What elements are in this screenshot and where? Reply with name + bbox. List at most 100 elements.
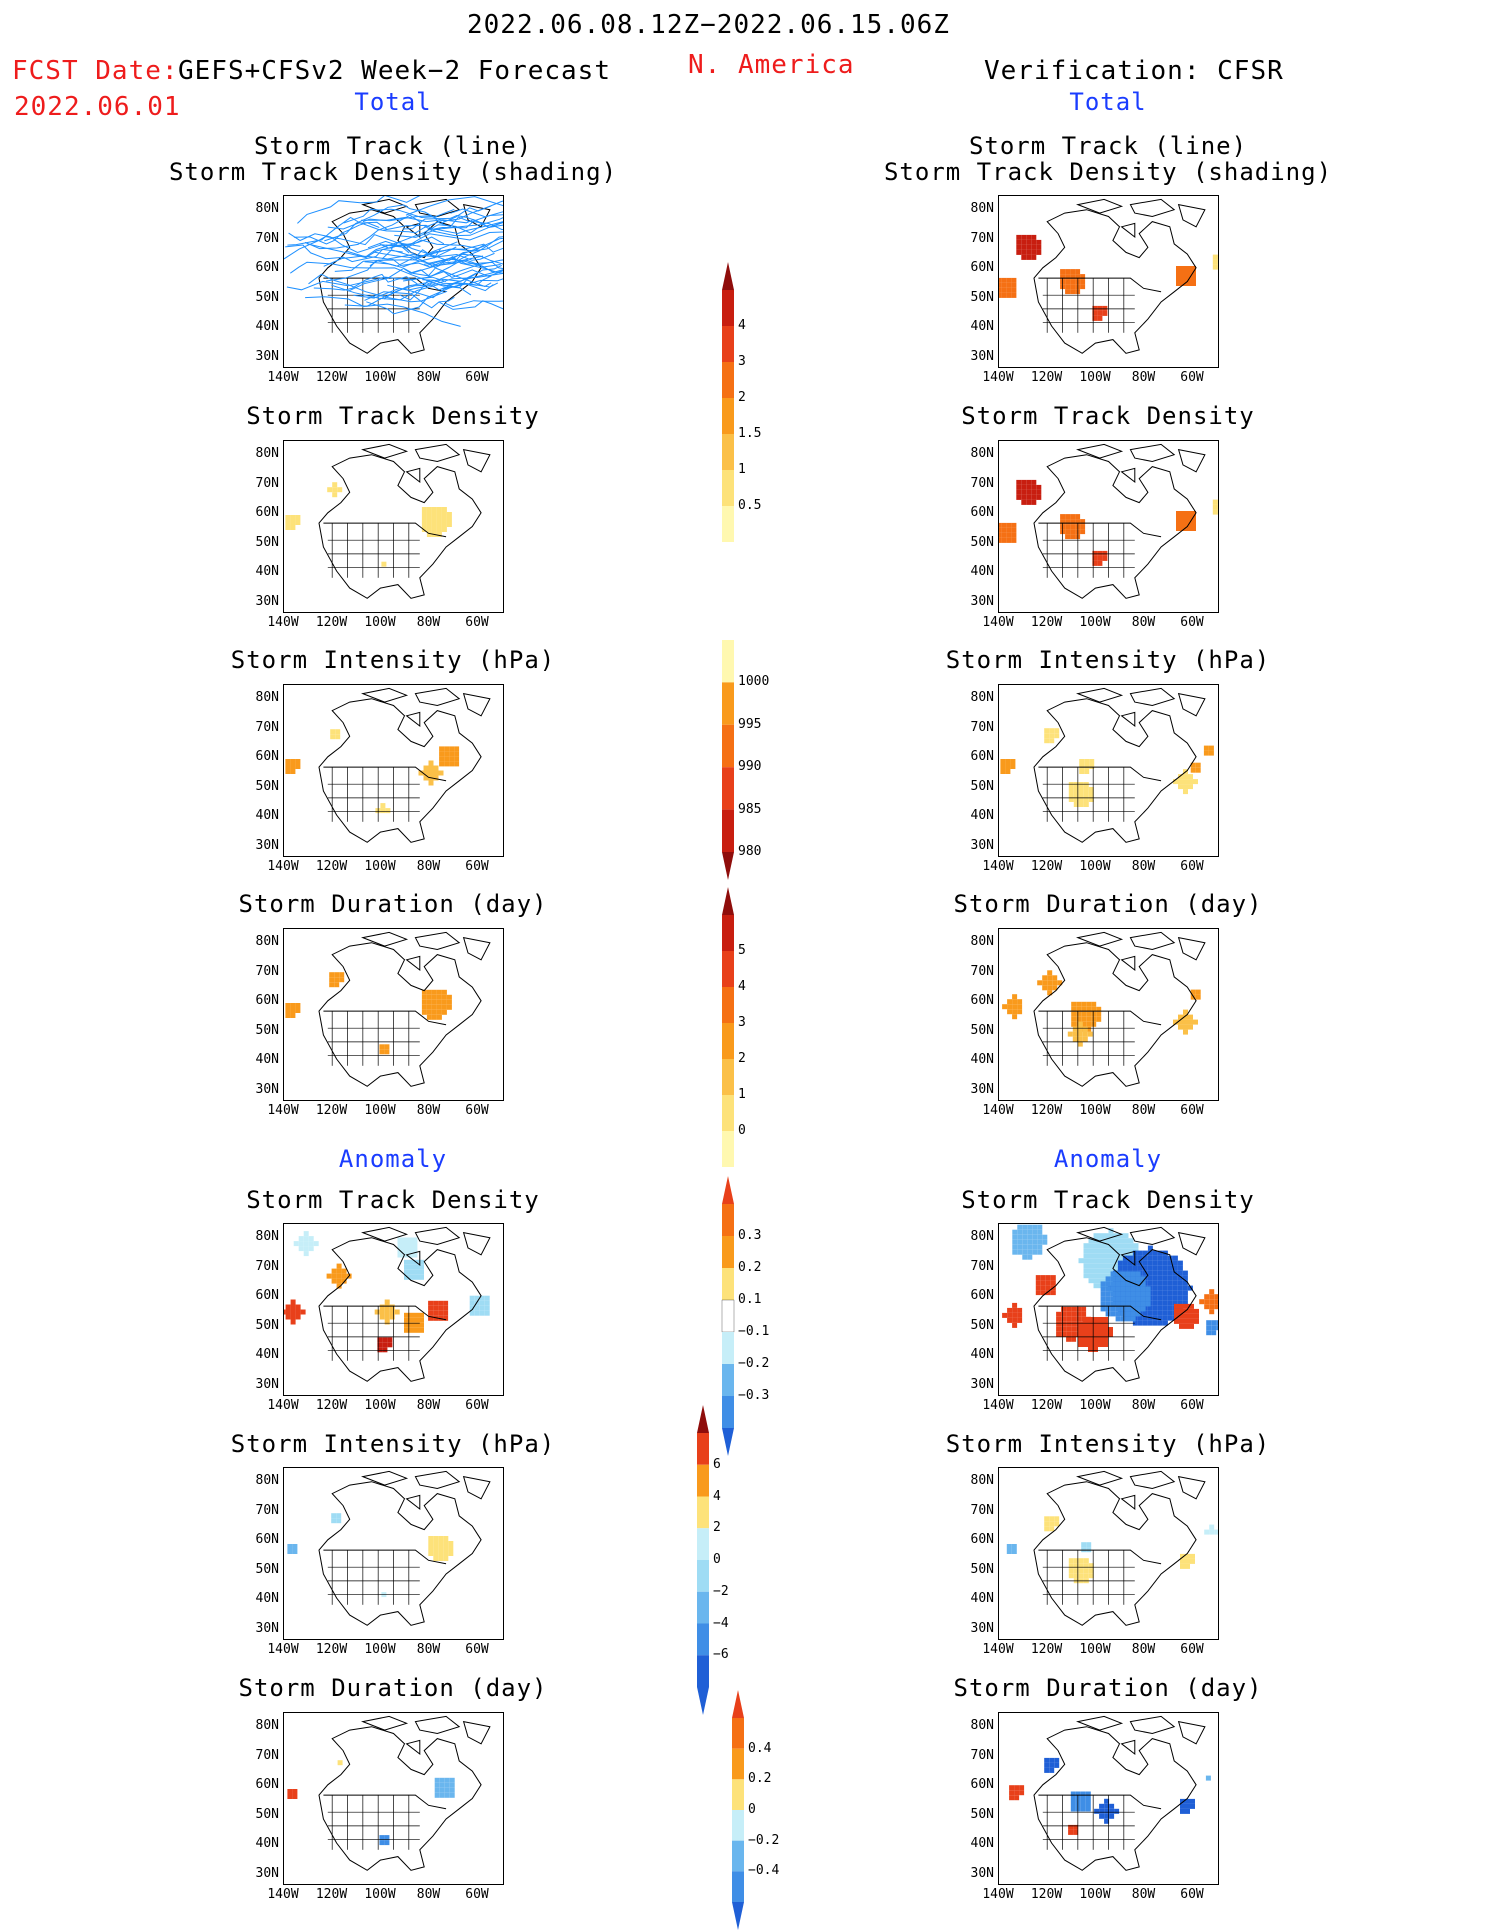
shaded-cell [286, 1315, 291, 1320]
shaded-cell [442, 517, 447, 522]
shaded-cell [1163, 1301, 1168, 1306]
shaded-cell [384, 1049, 389, 1054]
shaded-cell [1093, 1347, 1098, 1352]
shaded-cell [1065, 529, 1070, 534]
shaded-cell [1061, 1307, 1066, 1312]
shaded-cell [409, 1313, 414, 1318]
shaded-cell [1111, 1306, 1116, 1311]
shaded-cell [1191, 768, 1196, 773]
shaded-cell [1080, 279, 1085, 284]
shaded-cell [287, 1789, 292, 1794]
shaded-cell [1168, 1291, 1173, 1296]
shaded-cell [1079, 1573, 1084, 1578]
shaded-cell [437, 1005, 442, 1010]
shaded-cell [1143, 1321, 1148, 1326]
shaded-cell [1016, 480, 1021, 485]
shaded-cell [1007, 1004, 1012, 1009]
lat-tick-label: 80N [249, 446, 279, 461]
shaded-cell [1099, 1268, 1104, 1273]
shaded-cell [1196, 768, 1201, 773]
shaded-cell [1065, 269, 1070, 274]
shaded-cell [1061, 1332, 1066, 1337]
shaded-cell [999, 288, 1001, 293]
shaded-cell [1010, 759, 1015, 764]
shaded-cell [295, 520, 300, 525]
shaded-cell [390, 1310, 395, 1315]
shaded-cell [290, 525, 295, 530]
shaded-cell [1136, 1291, 1141, 1296]
shaded-cell [1204, 1304, 1209, 1309]
island-outline [407, 712, 420, 726]
shaded-cell [1136, 1271, 1141, 1276]
shaded-cell [342, 1274, 347, 1279]
island-outline [1078, 444, 1122, 458]
shaded-cell [1176, 266, 1181, 271]
shaded-cell [304, 1251, 309, 1256]
shaded-cell [1017, 1318, 1022, 1323]
shaded-cell [1071, 1022, 1076, 1027]
shaded-cell [1183, 1286, 1188, 1291]
storm-track-line [368, 236, 503, 248]
lat-tick-label: 70N [249, 231, 279, 246]
shaded-cell [428, 1536, 433, 1541]
shaded-cell [422, 1010, 427, 1015]
shaded-cell [1021, 255, 1026, 260]
title-duration-left: Storm Duration (day) [153, 890, 633, 918]
shaded-cell [1146, 1286, 1151, 1291]
shaded-cell [403, 1243, 408, 1248]
shaded-cell [432, 990, 437, 995]
shaded-cell [292, 1794, 297, 1799]
shaded-cell [1153, 1266, 1158, 1271]
island-outline [1122, 712, 1135, 726]
lon-tick-label: 120W [1025, 615, 1069, 630]
shaded-cell [1093, 1342, 1098, 1347]
shaded-cell [442, 512, 447, 517]
shaded-cell [309, 1236, 314, 1241]
shaded-cell [433, 1536, 438, 1541]
shaded-cell [1076, 1807, 1081, 1812]
shaded-cell [1136, 1296, 1141, 1301]
shaded-cell [434, 766, 439, 771]
shaded-cell [1000, 769, 1005, 774]
shaded-cell [287, 1549, 292, 1554]
shaded-cell [422, 507, 427, 512]
shaded-cell [1099, 1233, 1104, 1238]
shaded-cell [1066, 1337, 1071, 1342]
island-outline [464, 694, 490, 716]
shaded-cell [1022, 1230, 1027, 1235]
shaded-cell [1022, 1245, 1027, 1250]
shaded-cell [1104, 1263, 1109, 1268]
shaded-cell [454, 751, 459, 756]
shaded-cell [1060, 269, 1065, 274]
shaded-cell [442, 1010, 447, 1015]
shaded-cell [419, 1270, 424, 1275]
shaded-cell [1017, 1230, 1022, 1235]
lat-tick-label: 30N [964, 1082, 994, 1097]
colorbar-label: −0.1 [738, 1324, 769, 1339]
shaded-cell [1006, 528, 1011, 533]
shaded-cell [470, 1301, 475, 1306]
shaded-cell [1022, 1225, 1027, 1230]
us-canada-border [1038, 1550, 1161, 1564]
shaded-cell [438, 1541, 443, 1546]
lon-tick-label: 60W [1170, 615, 1214, 630]
shaded-cell [1168, 1301, 1173, 1306]
shaded-cell [1007, 999, 1012, 1004]
us-canada-border [323, 1550, 446, 1564]
shaded-cell [1121, 1281, 1126, 1286]
colorbar-label: 3 [738, 354, 746, 369]
shaded-cell [1027, 1250, 1032, 1255]
shaded-cell [437, 1015, 442, 1020]
shaded-cell [1089, 1258, 1094, 1263]
shaded-cell [1036, 1285, 1041, 1290]
shaded-cell [438, 1311, 443, 1316]
shaded-cell [1153, 1311, 1158, 1316]
shaded-cell [1031, 480, 1036, 485]
shaded-cell [1065, 284, 1070, 289]
shaded-cell [449, 746, 454, 751]
coastline [1034, 455, 1196, 599]
shaded-cell [1044, 1763, 1049, 1768]
shaded-cell [1086, 1002, 1091, 1007]
lon-tick-label: 120W [1025, 1103, 1069, 1118]
shaded-cell [1079, 1568, 1084, 1573]
